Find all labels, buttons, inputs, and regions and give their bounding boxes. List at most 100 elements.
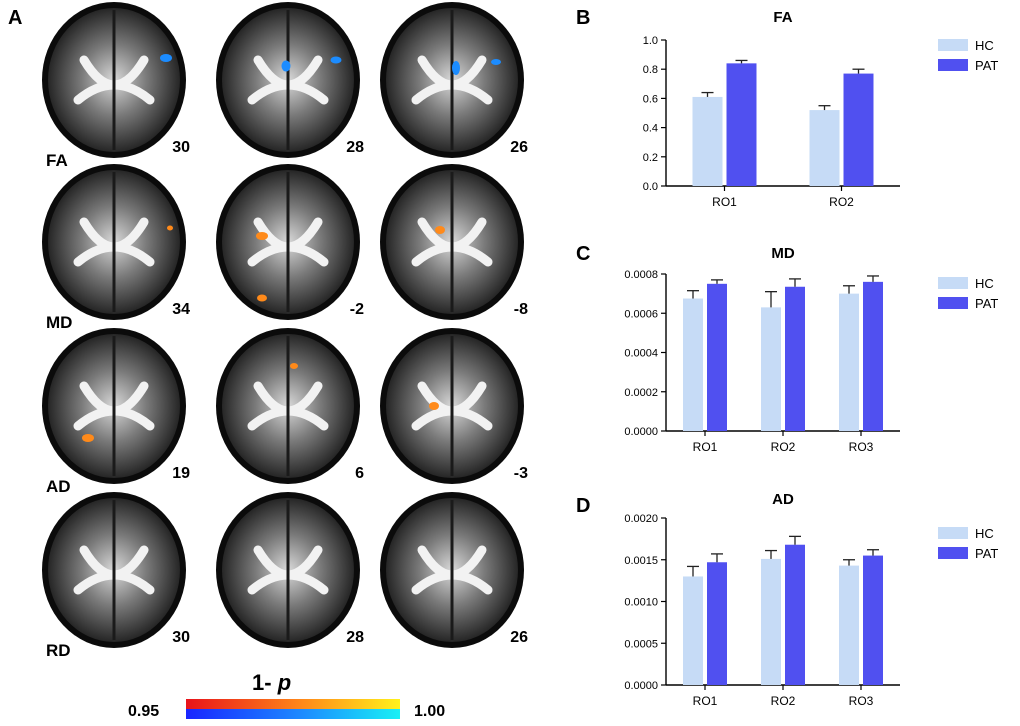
chart-title: MD: [771, 245, 794, 262]
bar-hc: [761, 558, 781, 685]
brain-slice-1-2: -8: [380, 164, 528, 320]
slice-number: 28: [346, 629, 364, 646]
colorbar-warm: [186, 699, 400, 709]
bar-pat: [863, 281, 883, 431]
y-tick-label: 0.2: [643, 152, 658, 164]
x-tick-label: RO3: [849, 694, 874, 708]
activation-blob: [82, 434, 94, 442]
y-tick-label: 0.6: [643, 93, 658, 105]
activation-blob: [429, 402, 439, 410]
y-tick-label: 0.0004: [624, 348, 658, 360]
slice-number: 30: [172, 139, 190, 156]
chart-title: AD: [772, 491, 794, 508]
brain-slice-3-1: 28: [216, 492, 364, 648]
slice-number: -2: [350, 301, 364, 318]
bar-pat: [863, 555, 883, 685]
legend-label-hc: HC: [975, 38, 994, 53]
slice-number: 26: [510, 629, 528, 646]
colorbar-title: 1- p: [252, 670, 291, 695]
brain-slice-0-1: 28: [216, 2, 364, 158]
x-tick-label: RO1: [693, 694, 718, 708]
colorbar-min: 0.95: [128, 703, 159, 720]
x-tick-label: RO2: [829, 195, 854, 209]
x-tick-label: RO2: [771, 440, 796, 454]
bar-hc: [839, 565, 859, 685]
y-tick-label: 0.0020: [624, 513, 658, 525]
colorbar-title-prefix: 1-: [252, 670, 278, 695]
x-tick-label: RO3: [849, 440, 874, 454]
y-tick-label: 0.0010: [624, 597, 658, 609]
y-tick-label: 0.0006: [624, 308, 658, 320]
panel-letter-b: B: [576, 7, 590, 29]
brain-slice-1-0: 34: [42, 164, 190, 320]
bar-pat: [707, 562, 727, 685]
activation-blob: [452, 61, 460, 75]
brain-slice-2-2: -3: [380, 328, 528, 484]
bar-pat: [726, 63, 757, 186]
y-tick-label: 0.4: [643, 123, 658, 135]
slice-number: 28: [346, 139, 364, 156]
bar-hc: [683, 298, 703, 431]
bar-hc: [839, 293, 859, 431]
activation-blob: [491, 59, 501, 65]
metric-label-md: MD: [46, 313, 72, 332]
y-tick-label: 0.0002: [624, 387, 658, 399]
legend-label-pat: PAT: [975, 546, 998, 561]
slice-number: 26: [510, 139, 528, 156]
y-tick-label: 0.0000: [624, 680, 658, 692]
activation-blob: [167, 225, 173, 231]
legend-swatch-hc: [938, 39, 968, 51]
y-tick-label: 1.0: [643, 35, 658, 47]
brain-grid: 30 28 26 FA 34 -2 -8 MD 19 6 -3 AD 30 28 26 RD: [42, 2, 528, 660]
brain-slice-0-2: 26: [380, 2, 528, 158]
bar-pat: [843, 73, 874, 186]
bar-pat: [785, 544, 805, 685]
bar-hc: [683, 576, 703, 685]
colorbar-cool: [186, 709, 400, 719]
panel-a: A 30 28 26 FA 34 -2 -8 MD 19 6 -3 AD 30 28 26 RD 1- p 0…: [8, 2, 528, 720]
slice-number: 34: [172, 301, 190, 318]
brain-slice-2-1: 6: [216, 328, 364, 484]
y-tick-label: 0.0005: [624, 638, 658, 650]
panel-letter-a: A: [8, 7, 22, 29]
activation-blob: [256, 232, 268, 240]
y-tick-label: 0.8: [643, 64, 658, 76]
brain-slice-1-1: -2: [216, 164, 364, 320]
slice-number: -8: [514, 301, 528, 318]
chart-title: FA: [773, 9, 792, 26]
legend-label-hc: HC: [975, 276, 994, 291]
activation-blob: [330, 56, 342, 64]
legend-swatch-hc: [938, 277, 968, 289]
slice-number: 19: [172, 465, 190, 482]
brain-slice-3-0: 30: [42, 492, 190, 648]
legend-label-pat: PAT: [975, 296, 998, 311]
y-tick-label: 0.0000: [624, 426, 658, 438]
charts: FA 0.0 0.2 0.4 0.6 0.8 1.0 RO1 RO2 HC PAT MD 0.0000 0…: [624, 9, 998, 708]
bar-pat: [707, 283, 727, 431]
activation-blob: [281, 60, 291, 72]
y-tick-label: 0.0: [643, 181, 658, 193]
bar-hc: [692, 96, 723, 186]
legend-label-hc: HC: [975, 526, 994, 541]
chart-ad: AD 0.0000 0.0005 0.0010 0.0015 0.0020 RO1 RO2 RO…: [624, 491, 998, 708]
activation-blob: [160, 54, 172, 62]
brain-slice-3-2: 26: [380, 492, 528, 648]
x-tick-label: RO2: [771, 694, 796, 708]
bar-hc: [809, 110, 840, 186]
legend-swatch-pat: [938, 547, 968, 559]
y-tick-label: 0.0015: [624, 555, 658, 567]
legend-swatch-hc: [938, 527, 968, 539]
metric-label-fa: FA: [46, 151, 68, 170]
bar-pat: [785, 286, 805, 431]
colorbar-max: 1.00: [414, 703, 445, 720]
slice-number: 30: [172, 629, 190, 646]
slice-number: -3: [514, 465, 528, 482]
legend-label-pat: PAT: [975, 58, 998, 73]
panel-letter-c: C: [576, 243, 590, 265]
activation-blob: [290, 363, 298, 369]
metric-label-rd: RD: [46, 641, 71, 660]
bar-hc: [761, 307, 781, 431]
legend-swatch-pat: [938, 59, 968, 71]
activation-blob: [257, 294, 267, 302]
brain-slice-2-0: 19: [42, 328, 190, 484]
